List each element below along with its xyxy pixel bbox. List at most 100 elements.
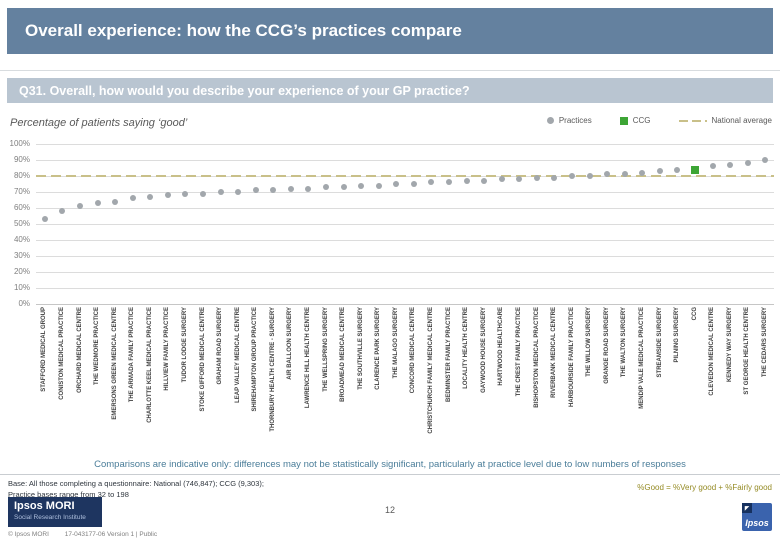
x-axis-label-column: BROADMEAD MEDICAL CENTRE [335,307,353,459]
x-axis-label: BROADMEAD MEDICAL CENTRE [340,307,347,402]
practice-point [568,173,575,179]
chart-legend: Practices CCG National average [546,116,772,125]
ipsos-flag-icon: ◤ [742,503,752,513]
x-axis-label: THE SOUTHVILLE SURGERY [357,307,364,390]
base-line-1: Base: All those completing a questionnai… [8,479,264,488]
legend-label-national: National average [711,116,772,125]
practice-point [217,189,224,195]
page-title-text: Overall experience: how the CCG’s practi… [25,21,462,40]
x-axis-label-column: CCG [686,307,704,459]
practice-point [270,187,277,194]
practice-point [428,179,435,186]
x-axis-label-column: LAWRENCE HILL HEALTH CENTRE [300,307,318,459]
y-tick-label: 30% [13,251,30,260]
practice-point [129,195,136,202]
copyright-text: © Ipsos MORI [8,531,49,538]
practice-point [762,157,769,163]
practice-point [340,184,347,191]
y-tick-label: 20% [13,267,30,276]
question-bar: Q31. Overall, how would you describe you… [7,78,773,103]
y-tick-label: 0% [18,299,30,308]
practice-point [235,189,242,195]
x-axis-label: KENNEDY WAY SURGERY [726,307,733,383]
practice-point [112,198,119,205]
practice-point [305,185,312,192]
x-axis-label: STAFFORD MEDICAL GROUP [41,307,48,392]
national-average-line [36,175,774,177]
gridline [36,208,774,209]
ccg-point [690,165,699,174]
ipsos-mori-logo-box: Ipsos MORI Social Research Institute [8,497,102,527]
x-axis-label-column: PILNING SURGERY [669,307,687,459]
practice-point [59,208,66,215]
practice-point [76,203,83,210]
x-axis-label: RIVERBANK MEDICAL CENTRE [551,307,558,398]
practice-point [551,174,558,181]
x-axis-label-column: STOKE GIFFORD MEDICAL CENTRE [194,307,212,459]
x-axis-label-column: HARBOURSIDE FAMILY PRACTICE [563,307,581,459]
y-tick-label: 80% [13,171,30,180]
x-axis-label: CCG [691,307,698,321]
x-axis-label-column: THE ARMADA FAMILY PRACTICE [124,307,142,459]
page-title: Overall experience: how the CCG’s practi… [7,8,773,54]
x-axis-label: CHRISTCHURCH FAMILY MEDICAL CENTRE [428,307,435,434]
y-tick-label: 100% [9,139,30,148]
x-axis-label: CONISTON MEDICAL PRACTICE [58,307,65,400]
base-note: Base: All those completing a questionnai… [8,479,264,500]
x-axis-label-column: CLARENCE PARK SURGERY [370,307,388,459]
practice-point [709,163,716,170]
practice-point [41,216,48,223]
practice-point [393,181,400,187]
x-axis-label: GRANGE ROAD SURGERY [603,307,610,384]
practice-point [498,176,505,183]
legend-item-national: National average [678,116,772,125]
x-axis-label-column: TUDOR LODGE SURGERY [177,307,195,459]
x-axis-label-column: GAYWOOD HOUSE SURGERY [475,307,493,459]
x-axis-label: THE MALAGO SURGERY [392,307,399,379]
chart-caption: Percentage of patients saying ‘good’ [10,117,188,129]
practice-dot-icon [546,117,554,124]
y-tick-label: 60% [13,203,30,212]
plot-area [36,144,774,305]
x-axis-label-column: THE MALAGO SURGERY [388,307,406,459]
gridline [36,304,774,305]
copyright-line: © Ipsos MORI 17-043177-06 Version 1 | Pu… [8,531,157,538]
ipsos-mori-logo-subtitle: Social Research Institute [14,514,86,522]
practice-point [463,177,470,184]
x-axis-label: GAYWOOD HOUSE SURGERY [480,307,487,393]
x-axis-label: LEAP VALLEY MEDICAL CENTRE [234,307,241,403]
practice-point [445,179,452,186]
comparison-note: Comparisons are indicative only: differe… [94,459,686,470]
practice-point [358,182,365,189]
x-axis-label-column: THE WILLOW SURGERY [581,307,599,459]
x-axis-label-column: RIVERBANK MEDICAL CENTRE [546,307,564,459]
x-axis-label: THE WILLOW SURGERY [586,307,593,377]
base-line-2: Practice bases range from 32 to 198 [8,489,129,499]
ccg-square-icon [619,116,628,125]
x-axis-label-column: CONISTON MEDICAL PRACTICE [54,307,72,459]
x-axis-label: THORNBURY HEALTH CENTRE - SURGERY [269,307,276,432]
gridline [36,256,774,257]
legend-label-practices: Practices [558,116,592,125]
ipsos-mori-logo-title: Ipsos MORI [14,500,75,512]
ipsos-logo: Ipsos ◤ [742,503,772,531]
document-reference: 17-043177-06 Version 1 | Public [64,531,158,538]
x-axis-label-column: ORCHARD MEDICAL CENTRE [71,307,89,459]
x-axis-label-column: THORNBURY HEALTH CENTRE - SURGERY [265,307,283,459]
x-axis-label: ORCHARD MEDICAL CENTRE [76,307,83,393]
x-axis-label: HARBOURSIDE FAMILY PRACTICE [568,307,575,408]
x-axis-label-column: SHIREHAMPTON GROUP PRACTICE [247,307,265,459]
x-axis-label: THE WEDMORE PRACTICE [94,307,101,385]
x-axis-labels: STAFFORD MEDICAL GROUP CONISTON MEDICAL P… [36,307,774,459]
x-axis-label: BISHOPSTON MEDICAL PRACTICE [533,307,540,408]
practice-point [656,168,663,175]
page-number: 12 [384,505,395,515]
ipsos-mori-logo: Ipsos MORI Social Research Institute [8,497,102,527]
x-axis-label: MENDIP VALE MEDICAL PRACTICE [639,307,645,409]
x-axis-label: LAWRENCE HILL HEALTH CENTRE [305,307,312,409]
x-axis-label-column: BEDMINSTER FAMILY PRACTICE [440,307,458,459]
x-axis-label-column: LOCALITY HEALTH CENTRE [458,307,476,459]
x-axis-label: CLARENCE PARK SURGERY [375,307,382,390]
x-axis-label-column: AIR BALLOON SURGERY [282,307,300,459]
